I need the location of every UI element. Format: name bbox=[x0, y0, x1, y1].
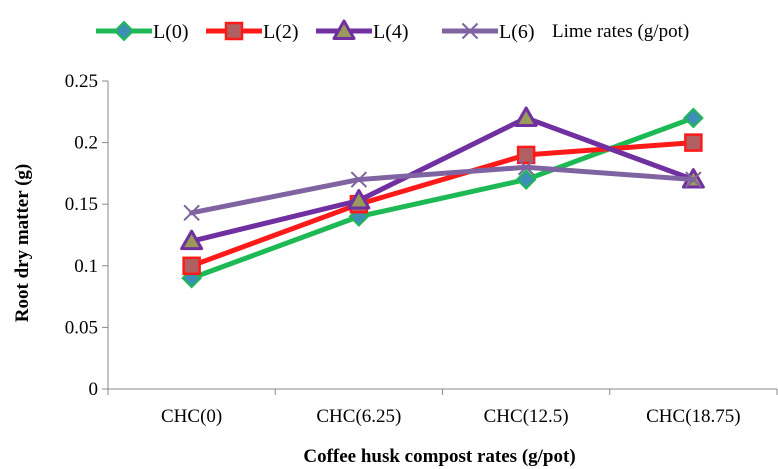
y-tick-label: 0.15 bbox=[65, 194, 98, 215]
legend-item-l2: L(2) bbox=[206, 21, 299, 43]
legend-marker bbox=[113, 20, 135, 42]
legend-label: L(4) bbox=[373, 21, 409, 43]
data-point-l2 bbox=[182, 256, 201, 276]
data-point-l6 bbox=[517, 159, 535, 176]
legend-marker bbox=[332, 19, 356, 40]
y-tick-label: 0.1 bbox=[74, 256, 98, 277]
data-point-l6 bbox=[350, 171, 368, 188]
legend-item-l6: L(6) bbox=[442, 21, 535, 43]
data-point-l4 bbox=[514, 106, 538, 127]
series-line-l6 bbox=[189, 164, 696, 216]
legend-marker bbox=[461, 22, 479, 40]
y-tick-label: 0 bbox=[89, 379, 99, 400]
legend: L(0) L(2) L(4) L(6) bbox=[96, 19, 535, 43]
legend-item-l4: L(4) bbox=[316, 19, 409, 43]
legend-title: Lime rates (g/pot) bbox=[552, 21, 689, 42]
x-tick-label: CHC(12.5) bbox=[484, 406, 569, 427]
x-tick-label: CHC(0) bbox=[161, 406, 222, 427]
y-tick-label: 0.05 bbox=[65, 317, 98, 338]
x-tick-label: CHC(18.75) bbox=[646, 406, 740, 427]
series-l4 bbox=[180, 106, 705, 251]
data-point-l0 bbox=[682, 107, 704, 129]
x-ticks: CHC(0) CHC(6.25) CHC(12.5) CHC(18.75) bbox=[107, 389, 778, 427]
y-tick-label: 0.2 bbox=[74, 133, 98, 154]
legend-label: L(6) bbox=[499, 21, 535, 43]
x-axis-title: Coffee husk compost rates (g/pot) bbox=[303, 446, 575, 467]
legend-label: L(2) bbox=[263, 21, 299, 43]
x-tick-label: CHC(6.25) bbox=[316, 406, 401, 427]
y-tick-label: 0.25 bbox=[65, 71, 98, 92]
data-point-l4 bbox=[180, 229, 204, 251]
legend-marker bbox=[224, 21, 244, 41]
data-point-l4 bbox=[347, 189, 371, 210]
series-layer bbox=[180, 106, 705, 289]
series-line-l4 bbox=[189, 115, 696, 244]
y-axis-title: Root dry matter (g) bbox=[12, 164, 33, 322]
data-point-l2 bbox=[684, 133, 703, 152]
legend-item-l0: L(0) bbox=[96, 20, 189, 43]
data-point-l2 bbox=[516, 145, 536, 165]
series-l6 bbox=[183, 159, 702, 222]
y-ticks: 0 0.05 0.1 0.15 0.2 0.25 bbox=[65, 71, 108, 400]
data-point-l6 bbox=[685, 171, 702, 188]
data-point-l6 bbox=[183, 204, 200, 222]
data-point-l0 bbox=[515, 169, 537, 190]
legend-label: L(0) bbox=[153, 21, 189, 43]
